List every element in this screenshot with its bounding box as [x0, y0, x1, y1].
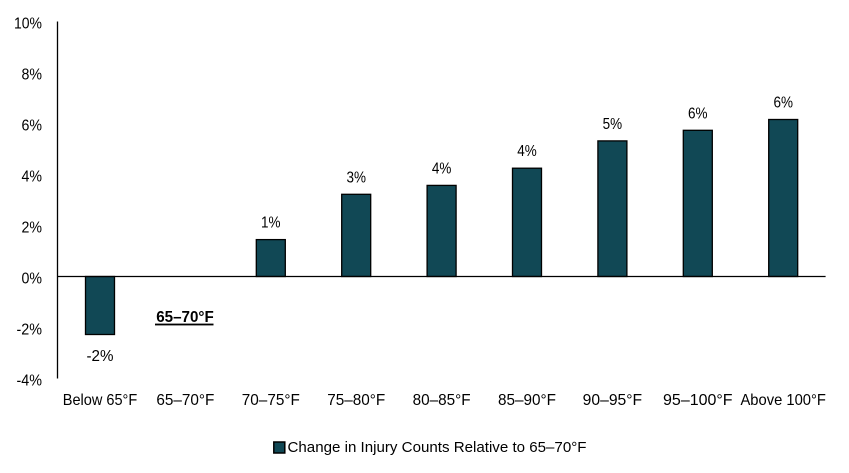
svg-text:1%: 1%: [261, 215, 281, 232]
svg-text:Below 65°F: Below 65°F: [63, 392, 138, 409]
svg-text:4%: 4%: [432, 160, 452, 177]
svg-text:-2%: -2%: [87, 348, 114, 365]
svg-text:80–85°F: 80–85°F: [413, 392, 471, 409]
svg-text:3%: 3%: [346, 169, 366, 186]
svg-text:0%: 0%: [22, 270, 43, 287]
svg-text:6%: 6%: [22, 117, 43, 134]
svg-text:4%: 4%: [517, 143, 537, 160]
svg-text:10%: 10%: [14, 15, 42, 32]
svg-text:-4%: -4%: [17, 372, 43, 389]
svg-text:2%: 2%: [22, 219, 43, 236]
svg-text:65–70°F: 65–70°F: [156, 392, 214, 409]
svg-text:70–75°F: 70–75°F: [242, 392, 300, 409]
svg-text:95–100°F: 95–100°F: [663, 392, 733, 409]
svg-text:8%: 8%: [22, 66, 43, 83]
svg-text:4%: 4%: [22, 168, 43, 185]
svg-text:-2%: -2%: [17, 321, 43, 338]
svg-text:Change in Injury Counts Relati: Change in Injury Counts Relative to 65–7…: [288, 439, 587, 456]
svg-text:90–95°F: 90–95°F: [583, 392, 643, 409]
svg-text:6%: 6%: [773, 95, 793, 112]
svg-text:75–80°F: 75–80°F: [327, 392, 385, 409]
svg-text:85–90°F: 85–90°F: [498, 392, 556, 409]
svg-text:5%: 5%: [603, 116, 623, 133]
svg-text:65–70°F: 65–70°F: [156, 309, 214, 326]
svg-text:6%: 6%: [688, 105, 708, 122]
svg-text:Above 100°F: Above 100°F: [740, 392, 826, 409]
